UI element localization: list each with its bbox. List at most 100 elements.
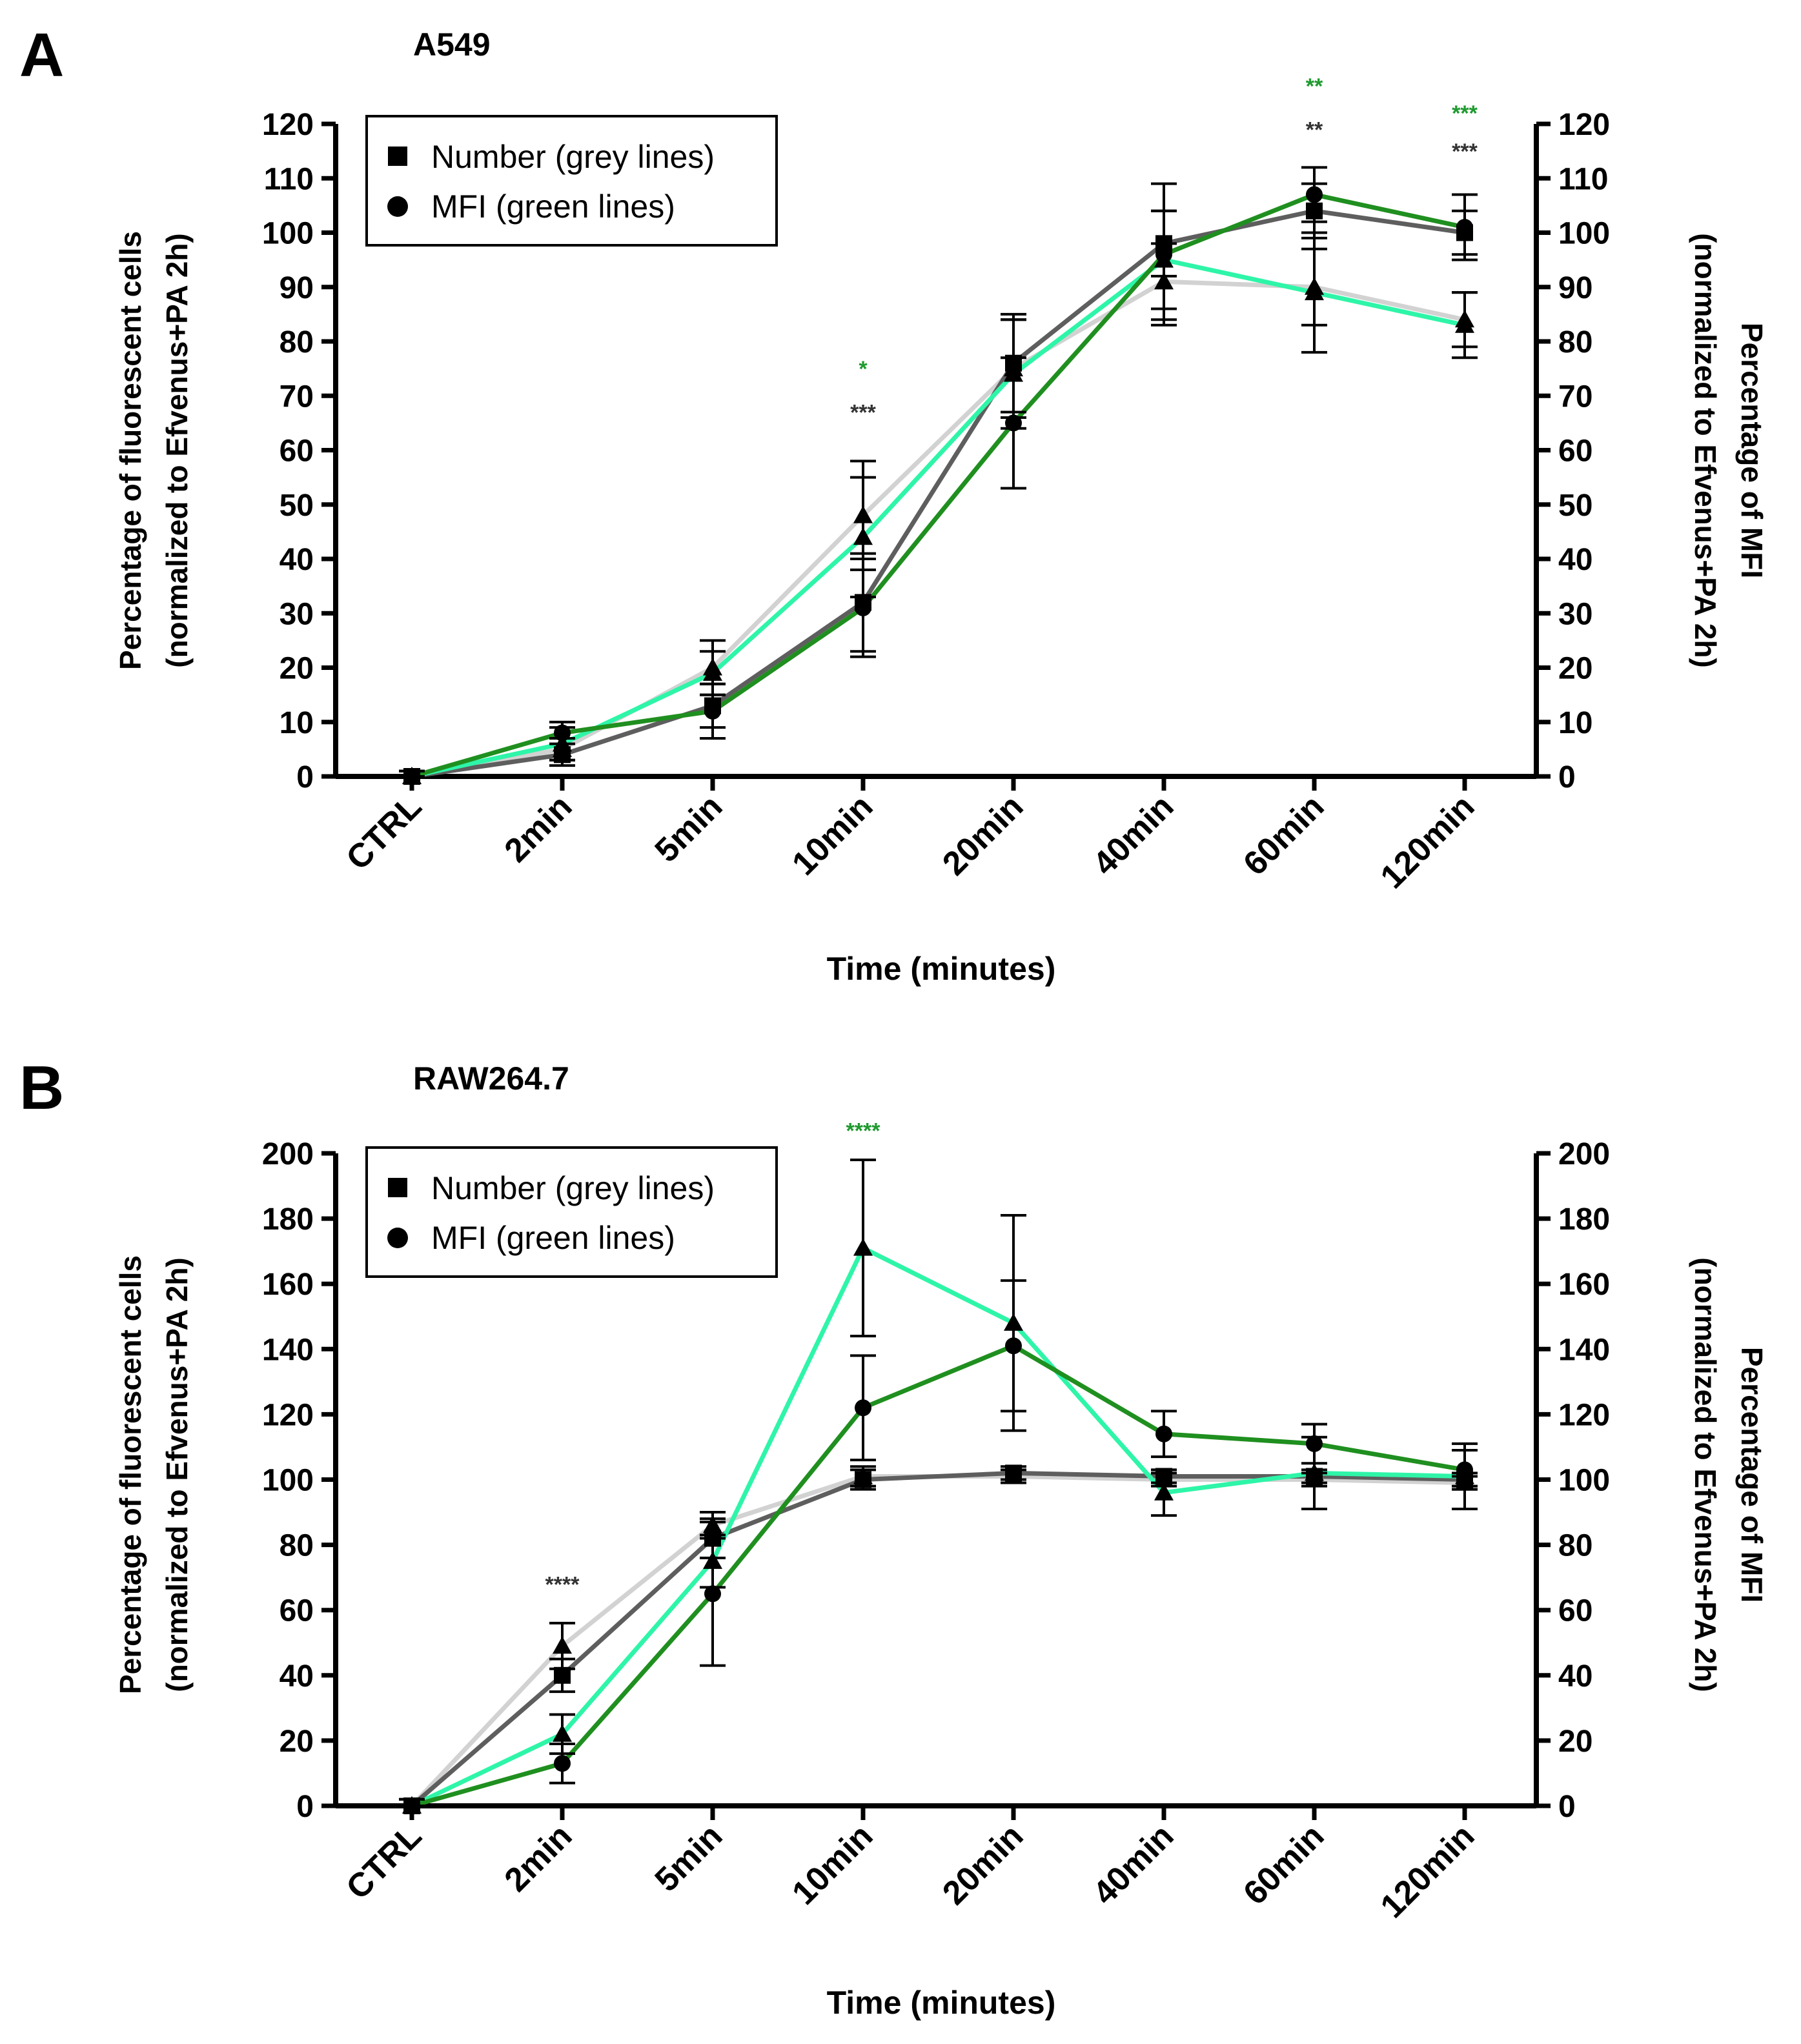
panel-a: A A549 0 0 10 10 20 20 30 30 40 40 50 50 60 60 70 70 80 8…: [19, 21, 1769, 987]
data-point-a-3: [403, 768, 420, 785]
significance-mark-a: ***: [850, 401, 876, 425]
significance-mark-a: **: [1306, 117, 1323, 142]
y-tick-label-right-a: 40: [1558, 543, 1592, 577]
x-tick-label-a: CTRL: [339, 787, 429, 877]
y-axis-title-right-b-line1: Percentage of MFI: [1735, 1347, 1769, 1603]
y-tick-label-left-b: 160: [262, 1268, 314, 1302]
x-tick-label-a: 20min: [935, 787, 1030, 882]
legend-box-b: [365, 1146, 778, 1278]
data-point-a-3: [554, 724, 571, 742]
series-line-b-2: [411, 1246, 1465, 1808]
y-tick-label-left-a: 110: [264, 162, 314, 196]
y-tick-label-right-a: 80: [1558, 325, 1592, 359]
data-point-b-1: [554, 1666, 571, 1684]
y-tick-label-right-b: 20: [1558, 1725, 1592, 1759]
x-tick-label-a: 60min: [1236, 787, 1331, 882]
data-point-a-2: [1305, 283, 1324, 301]
legend-circle-marker-b: [387, 1228, 408, 1248]
legend-square-marker-b: [388, 1178, 407, 1197]
y-tick-label-right-a: 10: [1558, 706, 1592, 740]
legend-a: Number (grey lines) MFI (green lines): [365, 115, 778, 247]
y-tick-label-right-b: 0: [1558, 1790, 1576, 1824]
data-point-b-3: [855, 1399, 871, 1417]
significance-mark-b: ****: [846, 1119, 881, 1144]
y-tick-label-left-b: 80: [280, 1529, 314, 1563]
legend-label-mfi-b: MFI (green lines): [431, 1220, 675, 1256]
y-tick-label-right-b: 80: [1558, 1529, 1592, 1563]
data-point-b-2: [1154, 1482, 1174, 1501]
data-point-b-0: [553, 1636, 572, 1654]
y-axis-title-left-b-line2: (normalized to Efvenus+PA 2h): [160, 1257, 194, 1692]
x-axis-title-a: Time (minutes): [827, 951, 1056, 987]
data-point-b-3: [1155, 1425, 1172, 1442]
data-point-b-2: [553, 1724, 572, 1742]
x-tick-label-a: 2min: [498, 787, 580, 869]
legend-square-marker-a: [388, 147, 407, 166]
y-tick-label-right-a: 110: [1558, 162, 1608, 196]
x-tick-label-b: 5min: [648, 1817, 730, 1899]
significance-mark-a: ***: [1452, 139, 1478, 164]
y-tick-label-left-a: 120: [262, 108, 314, 142]
y-tick-label-right-a: 20: [1558, 652, 1592, 686]
data-point-a-3: [704, 702, 721, 720]
data-point-b-1: [1005, 1464, 1022, 1482]
y-tick-label-left-a: 60: [280, 434, 314, 469]
y-tick-label-right-b: 60: [1558, 1594, 1592, 1628]
y-axis-title-right-a-line1: Percentage of MFI: [1735, 323, 1769, 578]
y-tick-label-left-b: 140: [262, 1333, 314, 1367]
y-tick-label-left-b: 120: [262, 1398, 314, 1432]
legend-label-number-b: Number (grey lines): [431, 1170, 715, 1206]
significance-mark-a: ***: [1452, 101, 1478, 126]
chart-title-b: RAW264.7: [413, 1060, 569, 1097]
y-tick-label-right-b: 40: [1558, 1659, 1592, 1694]
y-tick-label-left-a: 80: [280, 325, 314, 359]
y-tick-label-right-b: 200: [1558, 1137, 1610, 1171]
data-point-b-3: [1306, 1435, 1323, 1452]
x-tick-label-a: 120min: [1374, 787, 1482, 896]
y-tick-label-right-b: 140: [1558, 1333, 1610, 1367]
data-point-b-2: [853, 1238, 873, 1256]
y-tick-label-left-a: 0: [296, 760, 314, 794]
data-point-b-3: [1456, 1461, 1473, 1479]
y-tick-label-right-a: 30: [1558, 597, 1592, 631]
y-tick-label-right-b: 180: [1558, 1202, 1610, 1237]
y-tick-label-left-b: 180: [262, 1202, 314, 1237]
series-line-b-3: [411, 1343, 1465, 1808]
data-point-a-2: [853, 527, 873, 545]
y-tick-label-right-b: 160: [1558, 1268, 1610, 1302]
y-tick-label-left-a: 40: [280, 543, 314, 577]
y-tick-label-right-b: 100: [1558, 1464, 1610, 1498]
x-axis-title-b: Time (minutes): [827, 1985, 1056, 2021]
y-axis-title-left-a-line1: Percentage of fluorescent cells: [114, 231, 147, 670]
series-line-a-1: [411, 208, 1465, 779]
x-tick-label-b: 40min: [1086, 1817, 1181, 1912]
significance-mark-a: *: [859, 357, 868, 381]
y-tick-label-left-b: 40: [280, 1659, 314, 1694]
series-line-a-0: [411, 279, 1465, 779]
y-tick-label-left-a: 70: [280, 379, 314, 414]
legend-label-mfi-a: MFI (green lines): [431, 188, 675, 225]
data-point-b-3: [403, 1797, 420, 1814]
series-line-a-3: [411, 192, 1465, 779]
data-point-a-3: [1005, 414, 1022, 432]
y-tick-label-right-a: 70: [1558, 379, 1592, 414]
y-tick-label-right-a: 60: [1558, 434, 1592, 469]
data-point-b-3: [1005, 1337, 1022, 1355]
data-point-a-3: [855, 599, 871, 616]
y-tick-label-left-a: 10: [280, 706, 314, 740]
data-point-a-3: [1155, 246, 1172, 263]
y-tick-label-right-b: 120: [1558, 1398, 1610, 1432]
y-tick-label-left-b: 20: [280, 1725, 314, 1759]
y-tick-label-left-a: 20: [280, 652, 314, 686]
y-tick-label-left-a: 90: [280, 271, 314, 305]
x-tick-label-a: 10min: [785, 787, 880, 882]
y-tick-label-left-b: 60: [280, 1594, 314, 1628]
legend-b: Number (grey lines) MFI (green lines): [365, 1146, 778, 1278]
x-tick-label-b: 2min: [498, 1817, 580, 1899]
significance-mark-a: **: [1306, 74, 1323, 99]
chart-title-a: A549: [413, 26, 491, 63]
y-tick-label-left-b: 100: [262, 1464, 314, 1498]
y-tick-label-left-a: 100: [262, 217, 314, 251]
y-axis-title-left-b-line1: Percentage of fluorescent cells: [114, 1255, 147, 1694]
